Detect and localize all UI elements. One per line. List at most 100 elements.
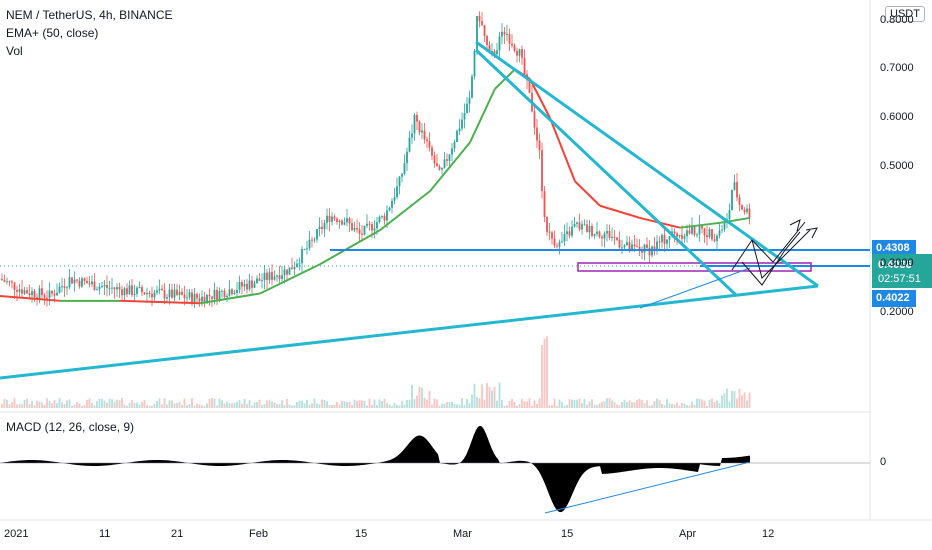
projection-path-3 [751, 229, 811, 279]
volume-bar [573, 399, 576, 408]
volume-bar [116, 399, 118, 408]
candle-body [728, 210, 731, 220]
candle-body [548, 231, 551, 233]
volume-bar [271, 401, 273, 408]
volume-bar [88, 398, 91, 408]
volume-bar [303, 403, 306, 408]
volume-bar [173, 403, 176, 408]
falling-trendline-inner [474, 48, 738, 297]
candle-body [148, 292, 151, 294]
candle-body [16, 289, 18, 292]
candle-body [461, 119, 463, 129]
volume-bar [746, 400, 748, 408]
candle-body [666, 239, 668, 244]
volume-bar [613, 402, 616, 408]
volume-bar [548, 405, 551, 408]
volume-bar [196, 403, 198, 408]
candle-body [471, 76, 473, 98]
candle-body [46, 297, 48, 299]
candle-body [381, 215, 383, 217]
volume-bar [536, 403, 538, 408]
candle-body [31, 291, 33, 296]
candle-body [696, 234, 698, 236]
candle-body [296, 263, 298, 267]
candle-body [483, 25, 486, 36]
candle-body [656, 241, 658, 250]
volume-bar [646, 400, 648, 408]
candle-body [166, 297, 168, 299]
volume-bar [533, 400, 536, 408]
candle-body [553, 238, 556, 246]
volume-bar [413, 398, 416, 408]
candle-body [741, 204, 743, 210]
volume-bar [346, 401, 348, 408]
volume-bar [311, 403, 313, 408]
volume-bar [421, 387, 423, 408]
candle-body [458, 128, 461, 131]
candle-body [463, 113, 466, 120]
volume-bar [618, 405, 621, 408]
volume-bar [566, 404, 568, 408]
currency-button[interactable]: USDT [885, 6, 925, 22]
candle-body [91, 281, 93, 285]
candle-body [276, 275, 278, 277]
volume-bar [546, 336, 548, 408]
candle-body [473, 50, 476, 77]
volume-bar [588, 401, 591, 408]
volume-bar [726, 388, 728, 408]
volume-bar [448, 402, 451, 408]
candle-body [401, 173, 403, 177]
candle-body [568, 231, 571, 236]
candle-body [271, 272, 273, 280]
volume-bar [723, 393, 726, 408]
candle-body [358, 229, 361, 234]
candle-body [661, 235, 663, 243]
volume-bar [313, 398, 316, 408]
candle-body [746, 208, 748, 213]
volume-bar [293, 405, 296, 408]
candle-body [256, 278, 258, 284]
volume-bar [48, 400, 51, 408]
volume-bar [508, 400, 511, 408]
candle-body [508, 33, 511, 44]
volume-bar [738, 388, 741, 408]
candle-body [26, 290, 28, 294]
candle-body [96, 289, 98, 291]
candle-body [658, 241, 661, 243]
volume-bar [681, 403, 683, 408]
ema-line-segment [0, 294, 61, 302]
volume-bar [553, 398, 556, 408]
candle-body [551, 232, 553, 239]
candle-body [153, 292, 156, 298]
candle-body [178, 291, 181, 295]
candle-body [371, 224, 373, 231]
volume-bar [398, 405, 401, 408]
candle-body [348, 218, 351, 224]
candle-body [1, 278, 3, 280]
volume-bar [706, 405, 708, 408]
candle-body [721, 229, 723, 231]
volume-bar [468, 403, 471, 408]
volume-bar [476, 396, 478, 408]
candle-body [681, 234, 683, 239]
candle-body [343, 222, 346, 225]
candle-body [123, 288, 126, 296]
volume-bar [61, 402, 63, 408]
volume-bar [458, 404, 461, 408]
candle-body [318, 226, 321, 230]
candle-body [446, 159, 448, 161]
rising-trendline [0, 284, 819, 380]
volume-bar [703, 400, 706, 408]
volume-bar [628, 400, 631, 408]
candle-body [121, 289, 123, 296]
volume-bar [443, 403, 446, 408]
candle-body [708, 229, 711, 238]
candle-body [593, 233, 596, 236]
volume-bar [733, 391, 736, 408]
volume-bar [213, 398, 216, 408]
volume-bar [621, 402, 623, 408]
volume-bar [456, 404, 458, 408]
volume-bar [286, 399, 288, 408]
candle-body [198, 298, 201, 302]
